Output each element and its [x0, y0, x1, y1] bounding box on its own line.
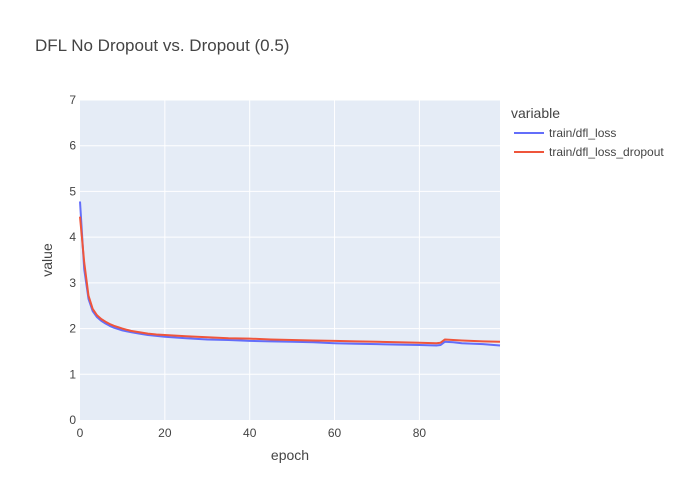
- grid: [80, 99, 500, 420]
- y-axis-ticks: 0 1 2 3 4 5 6 7: [69, 93, 76, 427]
- legend: variable train/dfl_loss train/dfl_loss_dr…: [511, 105, 664, 159]
- y-tick-label: 2: [69, 322, 76, 336]
- y-tick-label: 6: [69, 139, 76, 153]
- series-layer: [79, 201, 501, 347]
- chart-title: DFL No Dropout vs. Dropout (0.5): [35, 36, 289, 55]
- y-tick-label: 5: [69, 184, 76, 198]
- y-tick-label: 1: [69, 367, 76, 381]
- series-line-dfl-loss: [79, 201, 501, 347]
- x-tick-label: 60: [328, 426, 342, 440]
- plot-area: [80, 100, 500, 420]
- y-tick-label: 7: [69, 93, 76, 107]
- series-line-dfl-loss-dropout: [79, 216, 501, 345]
- legend-label: train/dfl_loss_dropout: [549, 145, 664, 159]
- y-tick-label: 4: [69, 230, 76, 244]
- y-axis-title: value: [39, 243, 55, 277]
- legend-title: variable: [511, 105, 560, 121]
- x-axis-title: epoch: [271, 447, 309, 463]
- y-tick-label: 3: [69, 276, 76, 290]
- x-tick-label: 80: [413, 426, 427, 440]
- x-axis-ticks: 0 20 40 60 80: [77, 426, 427, 440]
- legend-label: train/dfl_loss: [549, 126, 616, 140]
- y-tick-label: 0: [69, 413, 76, 427]
- x-tick-label: 20: [158, 426, 172, 440]
- x-tick-label: 0: [77, 426, 84, 440]
- x-tick-label: 40: [243, 426, 257, 440]
- legend-items: train/dfl_loss train/dfl_loss_dropout: [514, 126, 664, 159]
